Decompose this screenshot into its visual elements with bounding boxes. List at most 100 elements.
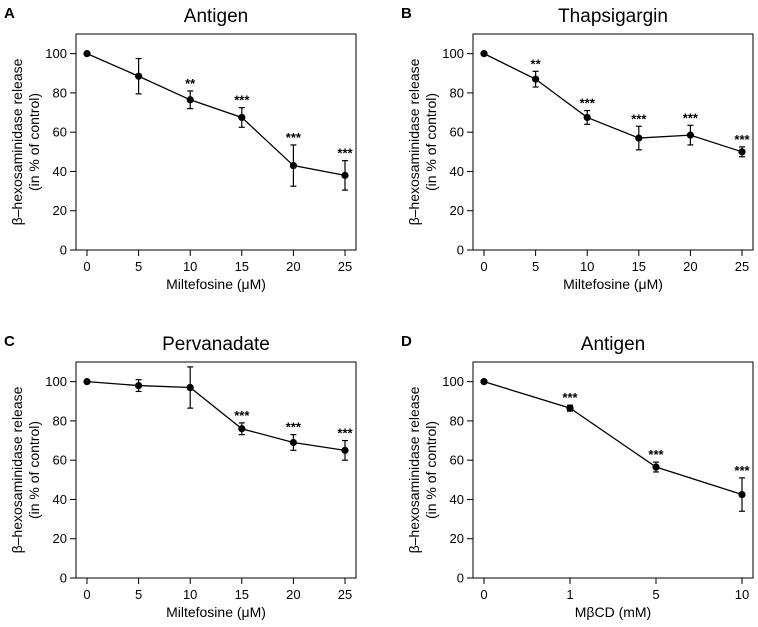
x-tick-label: 0 <box>480 587 487 602</box>
panel-c: C Pervanadate 0 20 40 60 80 100 0 5 10 15 20 25 Miltef… <box>4 333 357 620</box>
data-point <box>652 463 660 471</box>
series-line <box>483 381 743 496</box>
x-tick-label: 10 <box>735 587 749 602</box>
data-point <box>480 50 488 58</box>
x-tick-label: 0 <box>83 587 90 602</box>
x-tick-label: 20 <box>286 587 300 602</box>
data-point <box>341 446 349 454</box>
y-tick-label: 60 <box>450 125 464 140</box>
y-tick-label: 40 <box>450 164 464 179</box>
data-point <box>738 148 746 156</box>
data-point <box>738 490 746 499</box>
x-tick-label: 20 <box>286 259 300 274</box>
data-point <box>480 378 488 386</box>
x-tick-label: 15 <box>235 259 249 274</box>
y-tick-label: 0 <box>457 243 464 258</box>
y-tick-label: 80 <box>450 413 464 428</box>
y-tick-label: 40 <box>450 492 464 507</box>
y-tick-label: 0 <box>60 571 67 586</box>
panel-letter: D <box>401 333 412 350</box>
significance-label: *** <box>337 426 353 441</box>
panel-letter: B <box>401 5 412 22</box>
y-axis-label-unit: (in % of control) <box>26 93 42 191</box>
y-tick-label: 20 <box>450 531 464 546</box>
y-tick-label: 100 <box>442 374 464 389</box>
significance-label: *** <box>631 111 647 126</box>
data-point <box>83 50 91 58</box>
y-tick-label: 100 <box>45 46 67 61</box>
x-tick-label: 25 <box>338 587 352 602</box>
panel-d: D Antigen 0 20 40 60 80 100 0 1 5 10 MβCD (mM) β–hexo… <box>401 333 754 620</box>
x-tick-label: 15 <box>235 587 249 602</box>
plot-frame <box>472 33 754 251</box>
data-point <box>341 171 349 179</box>
data-point <box>686 131 695 139</box>
x-axis-label: Miltefosine (μM) <box>166 604 266 620</box>
data-point <box>238 113 246 122</box>
data-point <box>135 72 143 80</box>
y-tick-label: 20 <box>53 203 67 218</box>
x-tick-label: 10 <box>183 259 197 274</box>
x-tick-label: 5 <box>135 587 142 602</box>
significance-label: *** <box>337 146 353 161</box>
data-point <box>83 378 91 386</box>
y-axis-label: β–hexosaminidase release <box>406 386 422 553</box>
y-axis-label-unit: (in % of control) <box>423 93 439 191</box>
significance-label: *** <box>286 420 302 435</box>
panel-letter: A <box>4 5 15 22</box>
x-tick-label: 5 <box>135 259 142 274</box>
significance-label: *** <box>562 390 578 405</box>
data-point <box>635 134 643 142</box>
significance-label: *** <box>234 93 250 108</box>
significance-label: ** <box>531 56 542 71</box>
y-axis-label: β–hexosaminidase release <box>9 386 25 553</box>
series-line <box>86 380 346 452</box>
significance-label: *** <box>734 463 750 478</box>
x-axis-label: MβCD (mM) <box>575 604 651 620</box>
x-tick-label: 0 <box>480 259 487 274</box>
data-point <box>186 383 194 392</box>
x-axis-label: Miltefosine (μM) <box>563 276 663 292</box>
y-tick-label: 100 <box>45 374 67 389</box>
significance-label: *** <box>286 130 302 145</box>
significance-label: ** <box>185 76 196 91</box>
y-tick-label: 0 <box>457 571 464 586</box>
data-point <box>532 75 540 83</box>
y-tick-label: 60 <box>450 453 464 468</box>
x-tick-label: 20 <box>683 259 697 274</box>
y-axis-label: β–hexosaminidase release <box>9 58 25 225</box>
x-tick-label: 5 <box>652 587 659 602</box>
significance-label: *** <box>734 132 750 147</box>
y-tick-label: 80 <box>53 413 67 428</box>
y-tick-label: 80 <box>450 85 464 100</box>
significance-label: *** <box>683 110 699 125</box>
x-tick-label: 10 <box>580 259 594 274</box>
data-point <box>289 438 297 447</box>
x-tick-label: 5 <box>532 259 539 274</box>
y-tick-label: 40 <box>53 164 67 179</box>
panel-a: A Antigen 0 20 40 60 80 100 0 5 10 15 20 25 Miltefosin… <box>4 5 357 292</box>
y-axis-label: β–hexosaminidase release <box>406 58 422 225</box>
y-tick-label: 0 <box>60 243 67 258</box>
x-axis-label: Miltefosine (μM) <box>166 276 266 292</box>
chart-title: Antigen <box>581 334 645 355</box>
x-tick-label: 0 <box>83 259 90 274</box>
chart-title: Thapsigargin <box>558 6 668 27</box>
panel-letter: C <box>4 333 15 350</box>
y-tick-label: 20 <box>53 531 67 546</box>
series-line <box>483 53 743 153</box>
data-point <box>566 404 574 412</box>
x-tick-label: 25 <box>735 259 749 274</box>
panel-b: B Thapsigargin 0 20 40 60 80 100 0 5 10 15 20 25 Milte… <box>401 5 754 292</box>
plot-frame <box>75 33 357 251</box>
series-line <box>86 53 346 177</box>
significance-label: *** <box>580 96 596 111</box>
y-tick-label: 40 <box>53 492 67 507</box>
x-tick-label: 15 <box>632 259 646 274</box>
chart-title: Antigen <box>184 6 248 27</box>
data-point <box>238 425 246 433</box>
plot-frame <box>472 361 754 579</box>
chart-title: Pervanadate <box>162 334 270 355</box>
y-tick-label: 60 <box>53 125 67 140</box>
